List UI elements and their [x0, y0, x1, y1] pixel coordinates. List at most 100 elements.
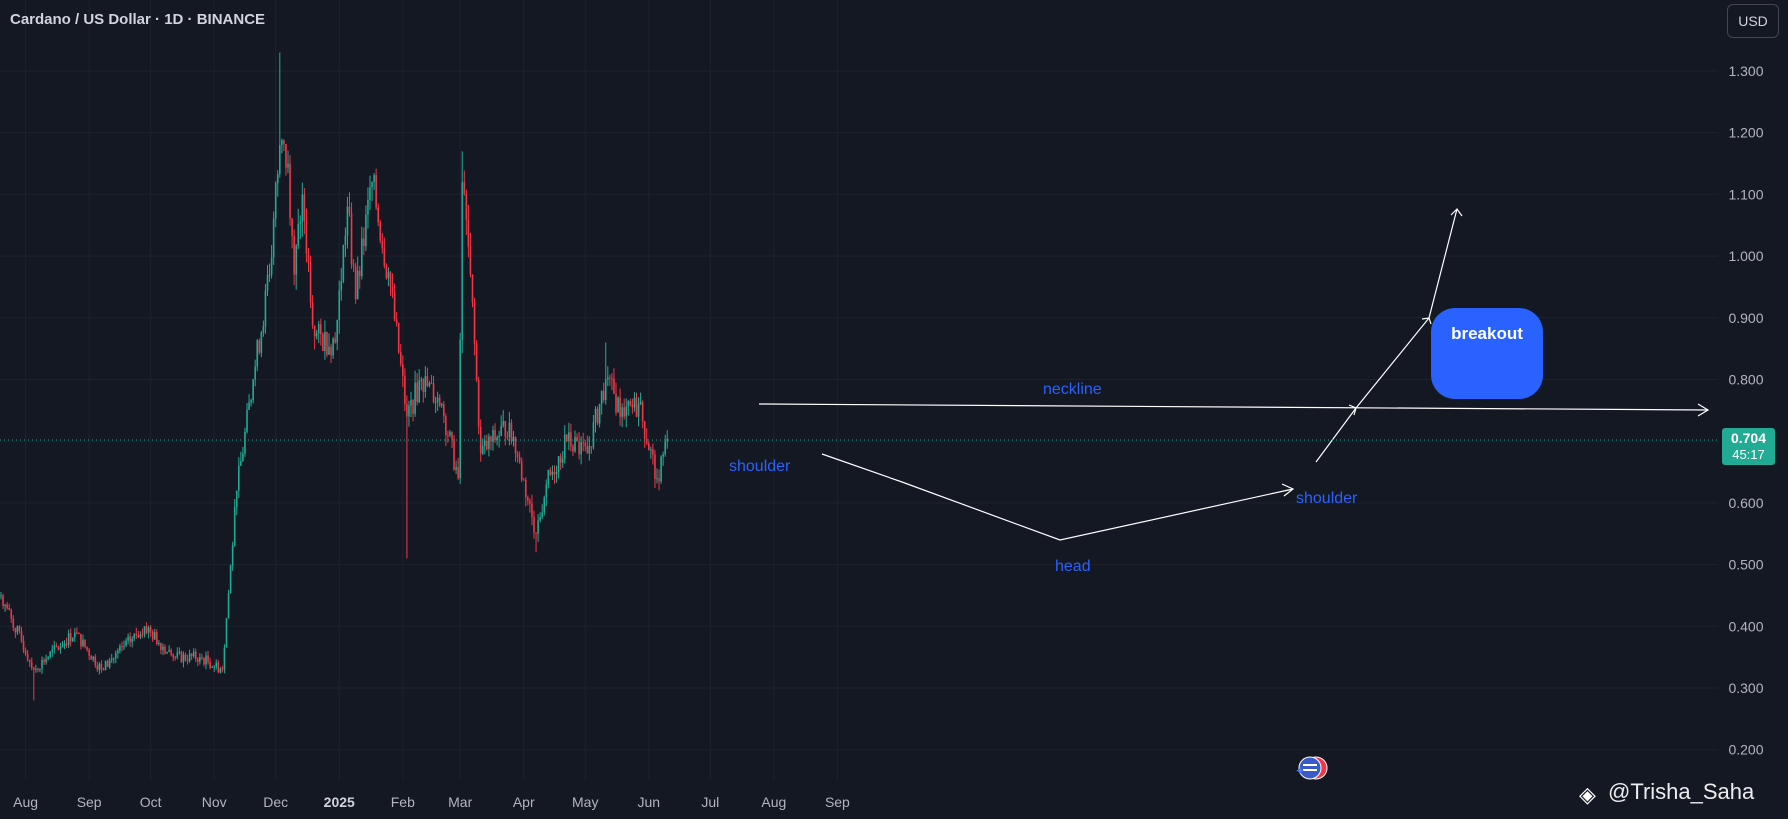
candle-body: [67, 633, 70, 646]
candle-body: [51, 649, 54, 652]
candle-body: [166, 651, 168, 654]
candle-body: [180, 651, 183, 663]
candle-body: [416, 382, 418, 403]
pattern-lines[interactable]: [821, 453, 1294, 541]
currency-button[interactable]: USD: [1727, 4, 1779, 38]
candle-body: [369, 187, 371, 200]
candle-body: [135, 633, 138, 635]
candle-body: [356, 270, 359, 300]
candle-body: [207, 655, 209, 663]
candle-body: [37, 668, 39, 671]
candle-body: [178, 651, 181, 653]
candle-body: [408, 405, 410, 417]
candle-body: [660, 456, 662, 482]
candle-body: [588, 446, 591, 454]
candle-body: [514, 436, 517, 454]
candle-body: [406, 404, 408, 417]
candle-body: [47, 657, 49, 660]
candle-body: [215, 662, 218, 667]
candle-body: [539, 517, 541, 521]
candle-body: [522, 479, 525, 481]
y-tick-label: 1.200: [1728, 125, 1763, 141]
candle-body: [650, 449, 652, 451]
candle-body: [102, 669, 105, 671]
candle-body: [418, 380, 420, 403]
head-label[interactable]: head: [1055, 558, 1091, 575]
watermark-text: @Trisha_Saha: [1608, 779, 1755, 804]
candle-body: [627, 401, 630, 407]
candle-body: [664, 441, 666, 455]
candle-body: [197, 659, 199, 662]
chart-title: Cardano / US Dollar · 1D · BINANCE: [10, 11, 266, 28]
candle-body: [313, 325, 316, 337]
candle-body: [477, 380, 480, 427]
candle-body: [246, 409, 248, 432]
candle-body: [33, 667, 35, 670]
candle-body: [182, 654, 185, 663]
left-shoulder-label[interactable]: shoulder: [729, 458, 791, 475]
projection-path[interactable]: [1315, 208, 1458, 463]
candle-body: [291, 218, 293, 236]
candle-body: [172, 654, 174, 658]
projection-arrowhead: [1421, 317, 1432, 325]
candle-body: [326, 332, 328, 355]
candle-body: [488, 436, 490, 449]
candle-body: [297, 223, 300, 246]
candle-body: [607, 377, 609, 380]
candle-body: [0, 595, 2, 597]
neckline-line[interactable]: [758, 403, 1709, 411]
candle-body: [414, 382, 416, 414]
candle-body: [586, 446, 589, 454]
candle-body: [475, 343, 478, 381]
candle-body: [572, 446, 574, 452]
candle-body: [78, 633, 80, 635]
candle-body: [322, 334, 324, 351]
breakout-callout[interactable]: breakout: [1431, 308, 1543, 399]
candle-body: [428, 383, 431, 386]
candle-body: [55, 645, 58, 648]
neckline-label[interactable]: neckline: [1043, 381, 1102, 398]
svg-text:✦: ✦: [1295, 764, 1305, 778]
candle-body: [500, 425, 502, 436]
candle-body: [279, 145, 281, 175]
candle-body: [194, 651, 197, 660]
candle-body: [74, 632, 76, 638]
candle-body: [174, 657, 177, 659]
candle-body: [504, 421, 507, 437]
candle-body: [346, 206, 349, 236]
candle-body: [629, 401, 632, 405]
candle-body: [244, 431, 246, 454]
candle-body: [508, 422, 511, 437]
candle-body: [63, 643, 66, 647]
candle-body: [192, 651, 195, 657]
candle-body: [381, 240, 384, 249]
x-tick-label: Mar: [448, 794, 472, 810]
x-tick-label: Nov: [202, 794, 227, 810]
candle-body: [285, 143, 287, 168]
candle-body: [373, 175, 375, 183]
candle-body: [467, 219, 470, 247]
candle-body: [119, 646, 121, 651]
candle-body: [295, 245, 297, 275]
last-price-value: 0.704: [1730, 430, 1767, 446]
candles: [0, 52, 669, 701]
candle-body: [563, 434, 566, 459]
candle-body: [520, 461, 523, 480]
candle-body: [110, 658, 113, 661]
candle-body: [516, 453, 519, 458]
candle-body: [147, 627, 150, 633]
candle-body: [123, 646, 125, 648]
candle-body: [301, 194, 304, 222]
candle-body: [209, 662, 211, 668]
candle-body: [666, 438, 669, 442]
candle-body: [137, 634, 140, 638]
candle-body: [141, 634, 144, 636]
candle-body: [494, 430, 496, 441]
candle-body: [86, 646, 88, 650]
right-shoulder-label[interactable]: shoulder: [1296, 490, 1358, 507]
candle-body: [424, 376, 427, 393]
projection-arrowhead: [1348, 404, 1357, 416]
x-tick-label: Jul: [701, 794, 719, 810]
candle-body: [506, 436, 509, 438]
